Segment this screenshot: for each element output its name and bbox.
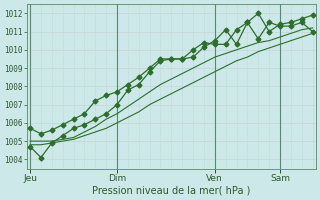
- X-axis label: Pression niveau de la mer( hPa ): Pression niveau de la mer( hPa ): [92, 186, 251, 196]
